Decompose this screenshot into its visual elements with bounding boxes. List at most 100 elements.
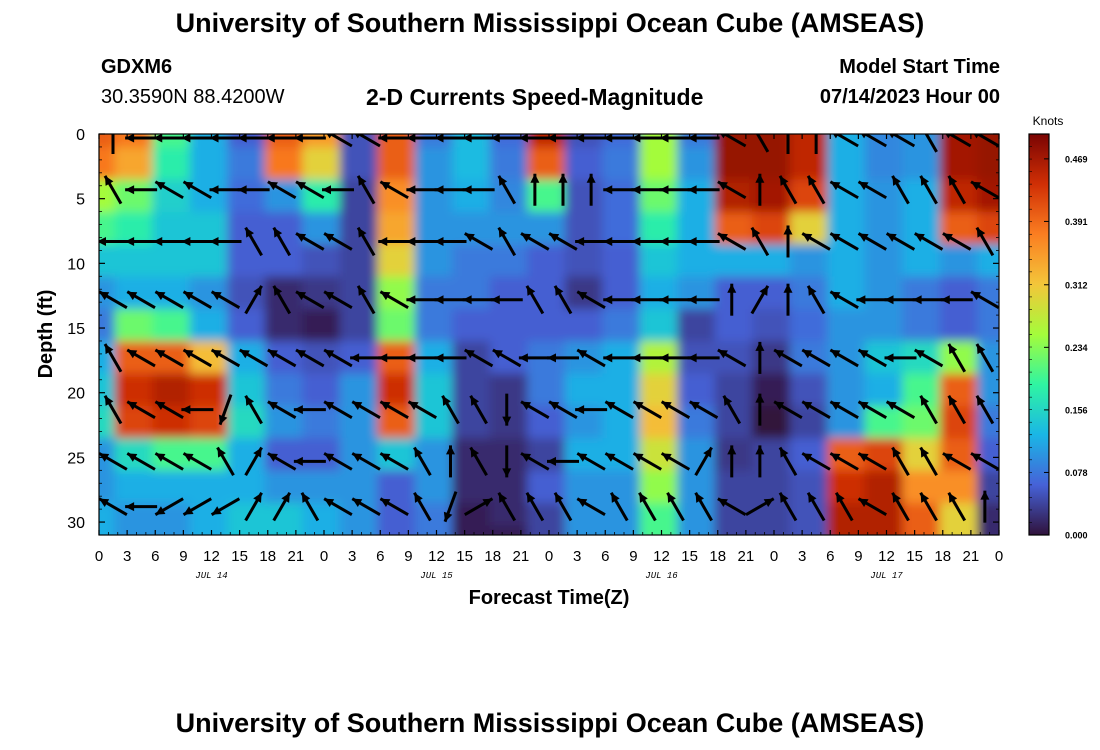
vector-head xyxy=(802,453,813,462)
y-tick-label: 0 xyxy=(76,127,85,144)
vector-head xyxy=(127,401,138,411)
vector-head xyxy=(521,401,532,411)
current-vector xyxy=(773,348,803,368)
heatmap-cell xyxy=(714,405,759,445)
vector-head xyxy=(521,233,532,242)
vector-head xyxy=(976,344,986,355)
x-tick-label: 6 xyxy=(376,548,384,565)
heatmap-cell xyxy=(639,405,684,445)
vector-head xyxy=(498,492,508,503)
vector-head xyxy=(659,236,669,246)
heatmap-cell xyxy=(939,341,984,380)
heatmap-cell xyxy=(302,244,346,283)
vector-head xyxy=(324,291,335,301)
current-vector xyxy=(265,134,298,143)
vector-head xyxy=(780,447,789,458)
heatmap-cell xyxy=(789,341,834,380)
current-vector xyxy=(350,353,383,363)
x-tick-label: 9 xyxy=(854,548,862,565)
vector-head xyxy=(324,401,335,411)
heatmap-cell xyxy=(227,308,271,348)
heatmap-cell xyxy=(714,373,759,412)
vector-head xyxy=(253,492,262,503)
current-vector xyxy=(755,173,765,206)
vector-head xyxy=(181,236,191,246)
heatmap-cell xyxy=(639,341,684,380)
current-vector xyxy=(659,353,692,363)
vector-head xyxy=(218,414,228,425)
vector-head xyxy=(406,236,416,246)
vector-head xyxy=(830,181,841,191)
vector-head xyxy=(380,498,391,508)
heatmap-cell xyxy=(452,405,496,445)
heatmap-cell xyxy=(677,341,721,380)
current-vector xyxy=(210,497,241,516)
heatmap-cell xyxy=(302,276,346,315)
current-vector xyxy=(687,134,720,143)
current-vector xyxy=(267,452,297,471)
vector-head xyxy=(547,456,556,466)
heatmap-cell xyxy=(864,211,909,251)
vector-head xyxy=(717,181,728,191)
vector-head xyxy=(717,233,728,242)
vector-head xyxy=(575,134,585,143)
heatmap-cell xyxy=(452,373,496,412)
current-vector xyxy=(502,445,512,478)
current-vector xyxy=(947,492,967,522)
current-vector xyxy=(889,134,916,148)
vector-head xyxy=(783,283,793,293)
current-vector xyxy=(975,226,995,257)
vector-head xyxy=(858,349,869,359)
x-tick-label: 21 xyxy=(513,548,530,565)
heatmap-cell xyxy=(789,470,834,509)
vector-head xyxy=(948,175,958,186)
vector-head xyxy=(380,291,391,301)
heatmap-cell xyxy=(564,147,609,186)
vector-head xyxy=(434,134,444,143)
current-vector xyxy=(351,452,381,471)
current-vector xyxy=(379,290,409,309)
x-tick-label: 3 xyxy=(123,548,131,565)
x-tick-label: 0 xyxy=(320,548,328,565)
vector-head xyxy=(755,445,765,455)
vector-head xyxy=(861,134,867,139)
current-vector xyxy=(356,175,376,205)
vector-head xyxy=(631,185,641,195)
vector-head xyxy=(945,134,951,139)
x-tick-label: 18 xyxy=(709,548,726,565)
heatmap-cell xyxy=(114,525,159,535)
vector-head xyxy=(518,134,528,143)
heatmap-cell xyxy=(827,244,871,283)
current-vector xyxy=(182,452,212,471)
heatmap-cell xyxy=(452,438,496,477)
vector-head xyxy=(783,225,793,235)
current-vector xyxy=(502,393,512,426)
heatmap-cell xyxy=(227,373,271,412)
vector-head xyxy=(720,134,726,139)
current-vector xyxy=(801,232,831,251)
current-vector xyxy=(814,134,818,154)
vector-head xyxy=(153,236,163,246)
heatmap-cell xyxy=(527,276,571,315)
vector-head xyxy=(498,175,508,186)
vector-head xyxy=(942,233,953,242)
vector-head xyxy=(105,344,114,355)
heatmap-cell xyxy=(977,502,999,532)
heatmap-cell xyxy=(602,470,646,509)
date-label: JUL 15 xyxy=(420,571,453,581)
current-vector xyxy=(126,452,156,471)
heatmap-cell xyxy=(864,405,909,445)
x-tick-label: 21 xyxy=(738,548,755,565)
vector-head xyxy=(858,498,869,508)
current-vector xyxy=(323,400,353,419)
heatmap-cell xyxy=(864,308,909,348)
vector-head xyxy=(971,181,982,191)
current-vector xyxy=(379,497,409,516)
y-tick-label: 10 xyxy=(67,256,85,273)
date-label: JUL 14 xyxy=(195,571,227,581)
current-vector xyxy=(434,134,467,143)
heatmap-cell xyxy=(452,341,496,380)
heatmap-cell xyxy=(489,147,534,186)
vector-head xyxy=(830,233,841,242)
